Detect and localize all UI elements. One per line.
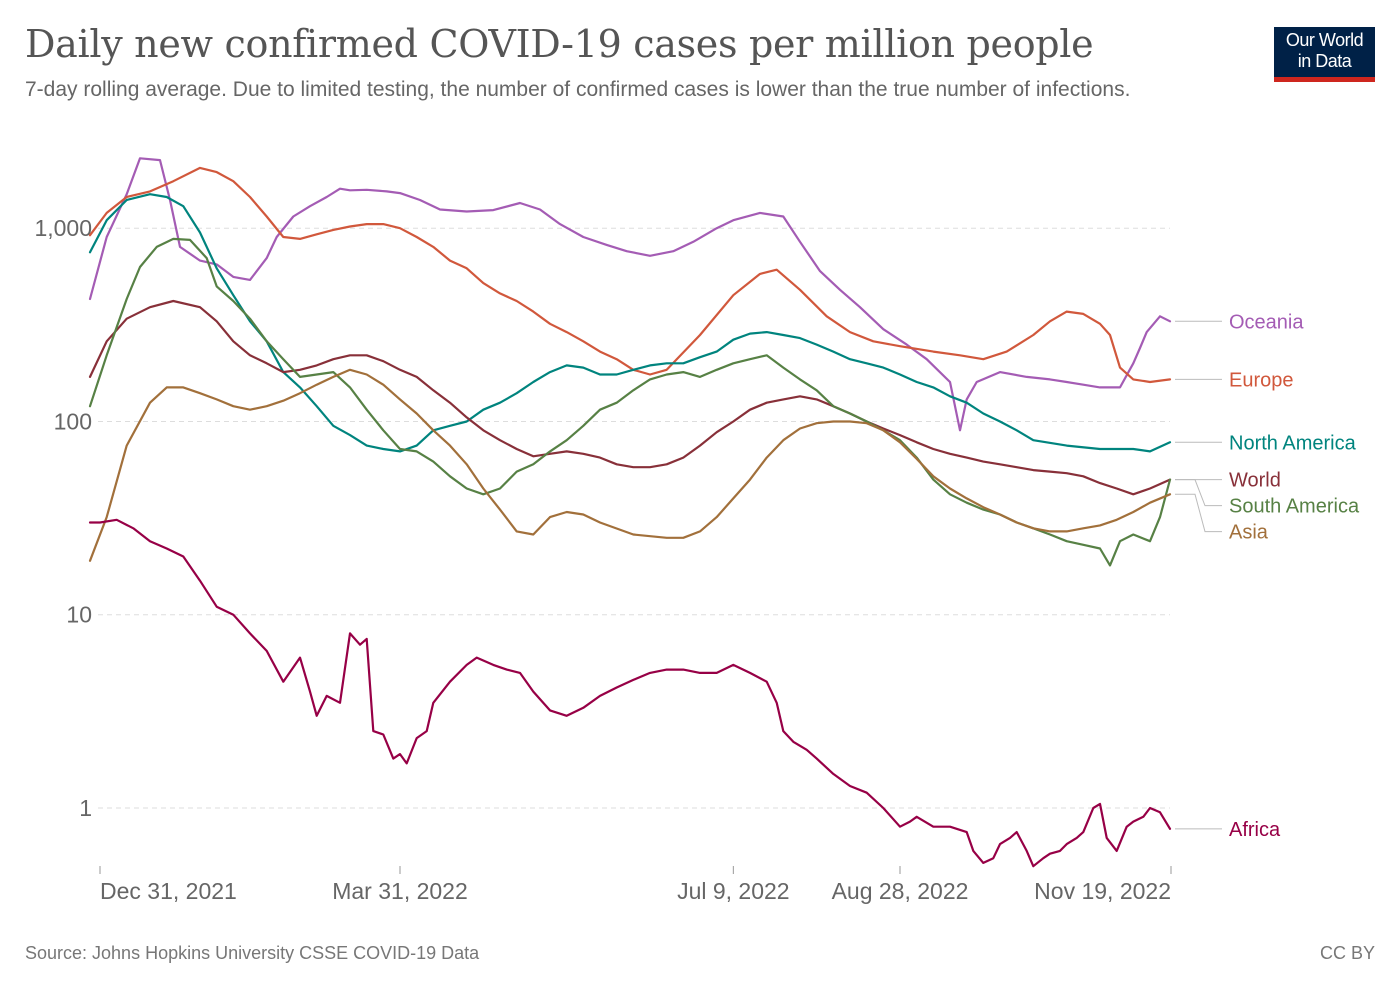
source-note[interactable]: Source: Johns Hopkins University CSSE CO…: [25, 943, 480, 963]
legend-label-africa: Africa: [1229, 819, 1281, 841]
x-tick-label: Nov 19, 2022: [1034, 878, 1171, 904]
legend-connector-south-america: [1175, 479, 1222, 507]
series-line-europe: [88, 166, 1172, 384]
legend-label-south-america: South America: [1229, 496, 1360, 518]
x-tick-label: Jul 9, 2022: [677, 878, 790, 904]
chart-subtitle: 7-day rolling average. Due to limited te…: [25, 78, 1131, 101]
y-tick-label: 1: [79, 795, 92, 821]
legend-label-oceania: Oceania: [1229, 311, 1304, 333]
legend-label-world: World: [1229, 470, 1281, 492]
legend-label-asia: Asia: [1229, 522, 1269, 544]
license-note[interactable]: CC BY: [1319, 943, 1375, 963]
series-line-asia: [88, 368, 1172, 562]
series-line-south-america: [88, 237, 1172, 567]
series-line-africa: [88, 518, 1172, 868]
legend-label-north-america: North America: [1229, 432, 1357, 454]
y-tick-label: 1,000: [34, 215, 92, 241]
legend-connector-asia: [1175, 493, 1222, 533]
series-line-oceania: [88, 157, 1172, 432]
owid-logo[interactable]: Our World in Data: [1274, 27, 1375, 82]
series-line-world: [88, 299, 1172, 496]
y-tick-label: 100: [54, 408, 92, 434]
logo-line-2: in Data: [1297, 51, 1352, 71]
series-line-north-america: [88, 193, 1172, 453]
chart-title: Daily new confirmed COVID-19 cases per m…: [25, 22, 1094, 66]
logo-accent-bar: [1274, 77, 1375, 82]
x-tick-label: Aug 28, 2022: [832, 878, 969, 904]
y-tick-label: 10: [66, 602, 92, 628]
logo-line-1: Our World: [1285, 30, 1364, 50]
legend-label-europe: Europe: [1229, 369, 1294, 391]
x-tick-label: Dec 31, 2021: [100, 878, 237, 904]
x-tick-label: Mar 31, 2022: [332, 878, 468, 904]
